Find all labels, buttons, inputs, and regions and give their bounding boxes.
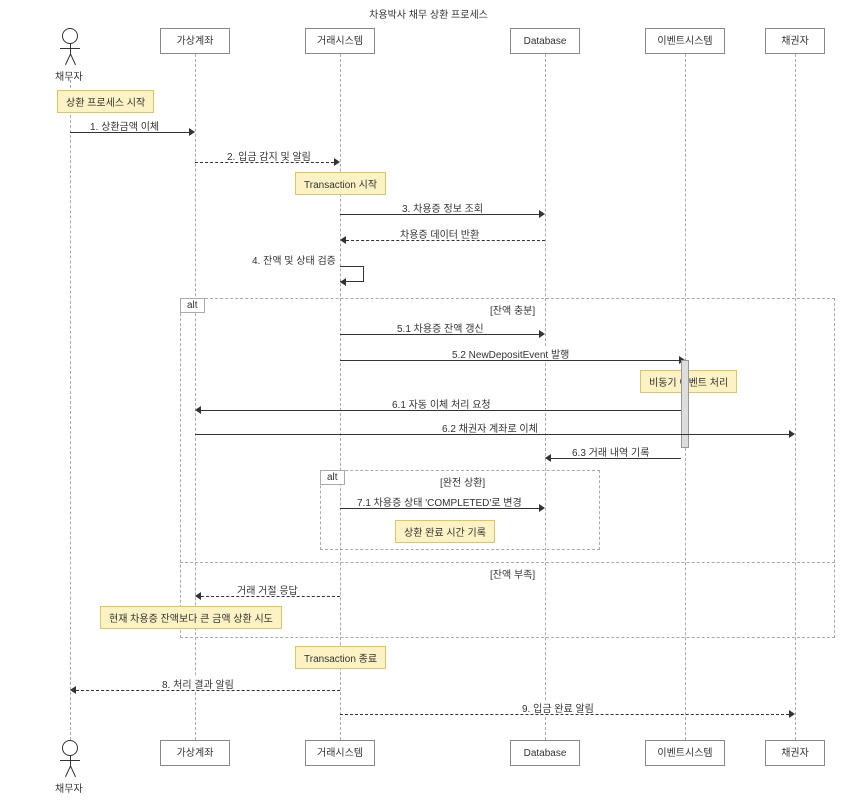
- note-start: 상환 프로세스 시작: [57, 90, 154, 113]
- msg3-arrow: [340, 214, 539, 215]
- msg62-label: 6.2 채권자 계좌로 이체: [440, 420, 540, 435]
- msg63-arrow: [551, 458, 681, 459]
- msg61-head: [195, 406, 201, 414]
- participant-creditor-bottom: 채권자: [765, 740, 825, 766]
- msg3r-head: [340, 236, 346, 244]
- msg3-label: 3. 차용증 정보 조회: [400, 200, 485, 215]
- msg52-label: 5.2 NewDepositEvent 발행: [450, 346, 571, 361]
- msg3r-arrow: [346, 240, 545, 241]
- note-txstart: Transaction 시작: [295, 172, 386, 195]
- lifeline-debtor: [70, 80, 71, 740]
- alt-inner-tag: alt: [320, 470, 345, 485]
- msg62-arrow: [195, 434, 789, 435]
- note-txend: Transaction 종료: [295, 646, 386, 669]
- msg2-head: [334, 158, 340, 166]
- msg51-label: 5.1 차용증 잔액 갱신: [395, 320, 486, 335]
- msg1-label: 1. 상환금액 이체: [88, 118, 161, 133]
- msg62-head: [789, 430, 795, 438]
- msg3-head: [539, 210, 545, 218]
- diagram-title: 차용박사 채무 상환 프로세스: [369, 6, 488, 21]
- participant-txsystem-bottom: 거래시스템: [305, 740, 375, 766]
- note-overamount: 현재 차용증 잔액보다 큰 금액 상환 시도: [100, 606, 282, 629]
- msg2-arrow: [195, 162, 334, 163]
- msg71-arrow: [340, 508, 539, 509]
- msg8-label: 8. 처리 결과 알림: [160, 676, 236, 691]
- participant-database-bottom: Database: [510, 740, 580, 766]
- msg2-label: 2. 입금 감지 및 알림: [225, 148, 313, 163]
- msg-reject-label: 거래 거절 응답: [235, 582, 300, 597]
- participant-creditor-top: 채권자: [765, 28, 825, 54]
- participant-eventsys-top: 이벤트시스템: [645, 28, 725, 54]
- alt-divider: [180, 562, 835, 563]
- alt-outer-tag: alt: [180, 298, 205, 313]
- msg3r-label: 차용증 데이터 반환: [398, 226, 481, 241]
- msg9-head: [789, 710, 795, 718]
- msg-reject-head: [195, 592, 201, 600]
- alt-cond2: [잔액 부족]: [490, 566, 535, 581]
- msg51-head: [539, 330, 545, 338]
- msg61-label: 6.1 자동 이체 처리 요청: [390, 396, 493, 411]
- participant-eventsys-bottom: 이벤트시스템: [645, 740, 725, 766]
- msg1-arrow: [70, 132, 189, 133]
- msg71-head: [539, 504, 545, 512]
- msg1-head: [189, 128, 195, 136]
- participant-database-top: Database: [510, 28, 580, 54]
- msg52-arrow: [340, 360, 679, 361]
- msg4-head: [340, 278, 346, 286]
- msg71-label: 7.1 차용증 상태 'COMPLETED'로 변경: [355, 494, 524, 509]
- note-completed: 상환 완료 시간 기록: [395, 520, 495, 543]
- alt-inner-cond: [완전 상환]: [440, 474, 485, 489]
- msg51-arrow: [340, 334, 539, 335]
- msg61-arrow: [201, 410, 681, 411]
- msg9-arrow: [340, 714, 789, 715]
- msg-reject-arrow: [201, 596, 340, 597]
- msg8-head: [70, 686, 76, 694]
- participant-vaccount-top: 가상계좌: [160, 28, 230, 54]
- msg63-head: [545, 454, 551, 462]
- actor-debtor-label-top: 채무자: [55, 68, 83, 83]
- msg8-arrow: [76, 690, 340, 691]
- participant-txsystem-top: 거래시스템: [305, 28, 375, 54]
- msg9-label: 9. 입금 완료 알림: [520, 700, 596, 715]
- participant-vaccount-bottom: 가상계좌: [160, 740, 230, 766]
- actor-debtor-label-bottom: 채무자: [55, 780, 83, 795]
- alt-cond1: [잔액 충분]: [490, 302, 535, 317]
- msg4-label: 4. 잔액 및 상태 검증: [250, 252, 338, 267]
- msg63-label: 6.3 거래 내역 기록: [570, 444, 651, 459]
